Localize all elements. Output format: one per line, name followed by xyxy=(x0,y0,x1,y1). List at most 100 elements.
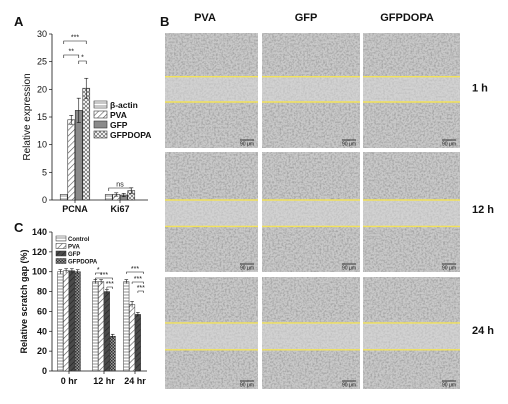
significance-label-a: ** xyxy=(69,49,75,56)
legend-label-c: GFP xyxy=(68,252,80,258)
micrograph-grid: PVA GFP GFPDOPA 1 h 12 h 24 h 90 μm 90 μm 90 μm 9… xyxy=(165,12,494,389)
scale-bar-label: 90 μm xyxy=(342,383,356,389)
scale-bar-label: 90 μm xyxy=(442,142,456,148)
significance-label-c: *** xyxy=(137,285,145,292)
y-tick-label-c: 80 xyxy=(37,287,47,297)
y-tick-label-a: 20 xyxy=(37,84,47,94)
y-tick-label-c: 40 xyxy=(37,326,47,336)
y-axis-label-a: Relative expression xyxy=(22,73,33,160)
significance-bracket-c xyxy=(137,290,144,293)
y-tick-label-a: 25 xyxy=(37,57,47,67)
bar-a xyxy=(74,110,83,201)
bar-c xyxy=(68,270,75,372)
legend-label-c: Control xyxy=(68,237,90,243)
significance-label-c: *** xyxy=(134,276,142,283)
x-tick-label-a: Ki67 xyxy=(110,204,129,214)
scale-bar-label: 90 μm xyxy=(442,383,456,389)
column-header: GFP xyxy=(295,12,318,24)
panel-letter-b: B xyxy=(160,14,169,29)
legend-swatch-c xyxy=(55,250,67,257)
scale-bar-label: 90 μm xyxy=(240,383,254,389)
significance-label-c: * xyxy=(97,267,100,274)
bar-a xyxy=(82,87,91,201)
y-tick-label-c: 20 xyxy=(37,346,47,356)
legend-label-c: PVA xyxy=(68,245,81,251)
significance-bracket-c xyxy=(131,281,144,284)
significance-label-c: *** xyxy=(100,272,108,279)
column-header: GFPDOPA xyxy=(380,12,434,24)
x-tick-label-c: 12 hr xyxy=(93,376,115,386)
scale-bar-label: 90 μm xyxy=(342,266,356,272)
bar-c xyxy=(57,271,64,372)
scratch-gap xyxy=(363,200,460,227)
bar-a xyxy=(67,119,76,201)
panel-letter-c: C xyxy=(14,220,24,235)
chart-c: 0 20 40 60 80 100 120 140 Relative scratch gap (… xyxy=(19,227,147,386)
bar-c xyxy=(103,291,110,372)
legend-swatch-a xyxy=(93,130,108,139)
bar-a xyxy=(104,194,113,201)
significance-label-c: *** xyxy=(106,281,114,288)
scale-bar-label: 90 μm xyxy=(442,266,456,272)
bar-c xyxy=(74,271,81,372)
bar-c xyxy=(98,281,105,372)
scratch-gap xyxy=(363,322,460,350)
y-tick-label-c: 120 xyxy=(32,247,47,257)
scratch-gap xyxy=(363,76,460,102)
bar-c xyxy=(63,270,70,372)
y-tick-label-c: 140 xyxy=(32,227,47,237)
significance-bracket-a xyxy=(63,54,80,58)
row-label: 1 h xyxy=(472,83,488,95)
significance-bracket-a xyxy=(63,40,87,44)
x-tick-label-c: 0 hr xyxy=(61,376,78,386)
y-tick-label-a: 0 xyxy=(42,195,47,205)
legend-label-a: PVA xyxy=(110,110,127,120)
scale-bar-label: 90 μm xyxy=(240,266,254,272)
legend-swatch-a xyxy=(93,120,108,129)
significance-bracket-c xyxy=(95,277,113,280)
legend-swatch-a xyxy=(93,110,108,119)
y-axis-label-c: Relative scratch gap (%) xyxy=(19,249,29,353)
significance-label-a: * xyxy=(81,55,84,62)
row-label: 24 h xyxy=(472,325,494,337)
scratch-gap xyxy=(165,322,258,350)
y-tick-label-c: 60 xyxy=(37,306,47,316)
significance-label-c: *** xyxy=(131,266,139,273)
legend-swatch-c xyxy=(55,235,67,242)
y-tick-label-c: 100 xyxy=(32,267,47,277)
significance-label-a: *** xyxy=(71,35,79,42)
bar-c xyxy=(129,304,136,372)
legend-label-a: GFP xyxy=(110,120,128,130)
x-tick-label-c: 24 hr xyxy=(124,376,146,386)
legend-swatch-c xyxy=(55,243,67,249)
legend-swatch-a xyxy=(93,100,108,109)
scratch-gap xyxy=(165,200,258,227)
significance-label-a: ns xyxy=(116,182,124,189)
scale-bar-label: 90 μm xyxy=(342,142,356,148)
bar-c xyxy=(123,281,130,372)
y-tick-label-a: 30 xyxy=(37,29,47,39)
legend-label-c: GFPDOPA xyxy=(68,260,98,266)
significance-bracket-a xyxy=(78,60,87,64)
column-header: PVA xyxy=(194,12,216,24)
significance-bracket-a xyxy=(108,187,132,191)
y-tick-label-a: 15 xyxy=(37,112,47,122)
y-tick-label-c: 0 xyxy=(42,366,47,376)
significance-bracket-c xyxy=(126,271,144,274)
legend-label-a: β-actin xyxy=(110,100,138,110)
x-tick-label-a: PCNA xyxy=(62,204,88,214)
scratch-gap xyxy=(262,76,360,102)
chart-a: 0 5 10 15 20 25 30 Relative expression PCNA Ki67 *… xyxy=(22,29,151,214)
bar-a xyxy=(59,194,68,201)
scratch-gap xyxy=(262,200,360,227)
bar-c xyxy=(134,314,141,372)
y-tick-label-a: 5 xyxy=(42,167,47,177)
y-tick-label-a: 10 xyxy=(37,140,47,150)
panel-letter-a: A xyxy=(14,14,24,29)
bar-c xyxy=(109,336,116,372)
legend-swatch-c xyxy=(55,258,67,264)
significance-bracket-c xyxy=(106,286,113,289)
scratch-gap xyxy=(165,76,258,102)
scale-bar-label: 90 μm xyxy=(240,142,254,148)
